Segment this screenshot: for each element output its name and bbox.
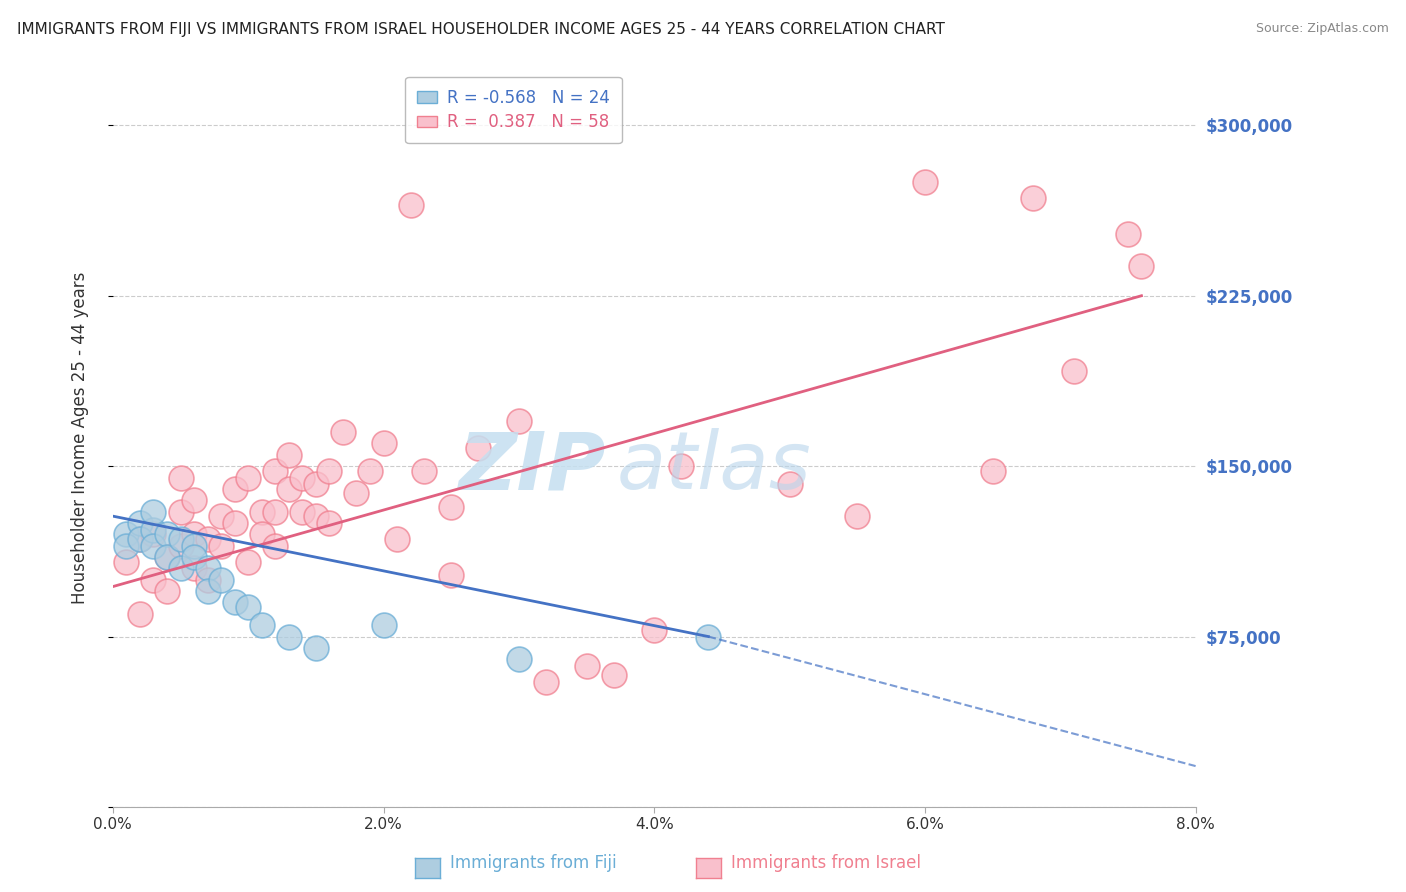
Point	[197, 561, 219, 575]
Text: Immigrants from Israel: Immigrants from Israel	[731, 855, 921, 872]
Text: IMMIGRANTS FROM FIJI VS IMMIGRANTS FROM ISRAEL HOUSEHOLDER INCOME AGES 25 - 44 Y: IMMIGRANTS FROM FIJI VS IMMIGRANTS FROM …	[17, 22, 945, 37]
Point	[197, 532, 219, 546]
Point	[115, 539, 138, 553]
Point	[169, 561, 191, 575]
Point	[346, 486, 368, 500]
Point	[1130, 259, 1153, 273]
Point	[183, 549, 205, 564]
Point	[332, 425, 354, 439]
Point	[1022, 191, 1045, 205]
Y-axis label: Householder Income Ages 25 - 44 years: Householder Income Ages 25 - 44 years	[72, 271, 89, 604]
Point	[846, 509, 869, 524]
Point	[169, 532, 191, 546]
Point	[142, 505, 165, 519]
Point	[318, 516, 340, 530]
Text: Immigrants from Fiji: Immigrants from Fiji	[450, 855, 617, 872]
Point	[399, 198, 422, 212]
Point	[224, 595, 246, 609]
Point	[115, 555, 138, 569]
Point	[671, 459, 693, 474]
Point	[169, 470, 191, 484]
Point	[385, 532, 408, 546]
Point	[183, 539, 205, 553]
Point	[183, 493, 205, 508]
Point	[156, 584, 179, 599]
Point	[305, 509, 328, 524]
Point	[318, 464, 340, 478]
Point	[291, 505, 314, 519]
Point	[277, 482, 299, 496]
Point	[115, 527, 138, 541]
Point	[1063, 364, 1085, 378]
Point	[508, 652, 530, 666]
Point	[197, 573, 219, 587]
Point	[914, 175, 936, 189]
Point	[264, 464, 287, 478]
Point	[413, 464, 436, 478]
Point	[209, 573, 232, 587]
Point	[779, 477, 801, 491]
Legend: R = -0.568   N = 24, R =  0.387   N = 58: R = -0.568 N = 24, R = 0.387 N = 58	[405, 77, 621, 143]
Point	[183, 527, 205, 541]
Point	[169, 539, 191, 553]
Point	[602, 668, 624, 682]
Point	[129, 532, 152, 546]
Point	[1116, 227, 1139, 242]
Point	[277, 448, 299, 462]
Point	[440, 500, 463, 514]
Point	[440, 568, 463, 582]
Point	[250, 527, 273, 541]
Point	[156, 527, 179, 541]
Point	[277, 630, 299, 644]
Point	[238, 600, 260, 615]
Point	[209, 539, 232, 553]
Point	[250, 618, 273, 632]
Point	[305, 477, 328, 491]
Point	[142, 539, 165, 553]
Point	[534, 675, 557, 690]
Point	[305, 640, 328, 655]
Text: Source: ZipAtlas.com: Source: ZipAtlas.com	[1256, 22, 1389, 36]
Point	[373, 436, 395, 450]
Point	[250, 505, 273, 519]
Point	[169, 505, 191, 519]
Point	[238, 555, 260, 569]
Point	[264, 539, 287, 553]
Point	[197, 584, 219, 599]
Point	[129, 607, 152, 621]
Point	[643, 623, 665, 637]
Point	[209, 509, 232, 524]
Point	[224, 516, 246, 530]
Text: ZIP: ZIP	[458, 428, 606, 507]
Point	[373, 618, 395, 632]
Point	[981, 464, 1004, 478]
Point	[129, 532, 152, 546]
Point	[183, 561, 205, 575]
Point	[142, 523, 165, 537]
Point	[575, 659, 598, 673]
Text: atlas: atlas	[616, 428, 811, 507]
Point	[359, 464, 381, 478]
Point	[156, 549, 179, 564]
Point	[467, 441, 489, 455]
Point	[156, 549, 179, 564]
Point	[142, 573, 165, 587]
Point	[264, 505, 287, 519]
Point	[291, 470, 314, 484]
Point	[238, 470, 260, 484]
Point	[224, 482, 246, 496]
Point	[697, 630, 720, 644]
Point	[142, 527, 165, 541]
Point	[129, 516, 152, 530]
Point	[508, 414, 530, 428]
